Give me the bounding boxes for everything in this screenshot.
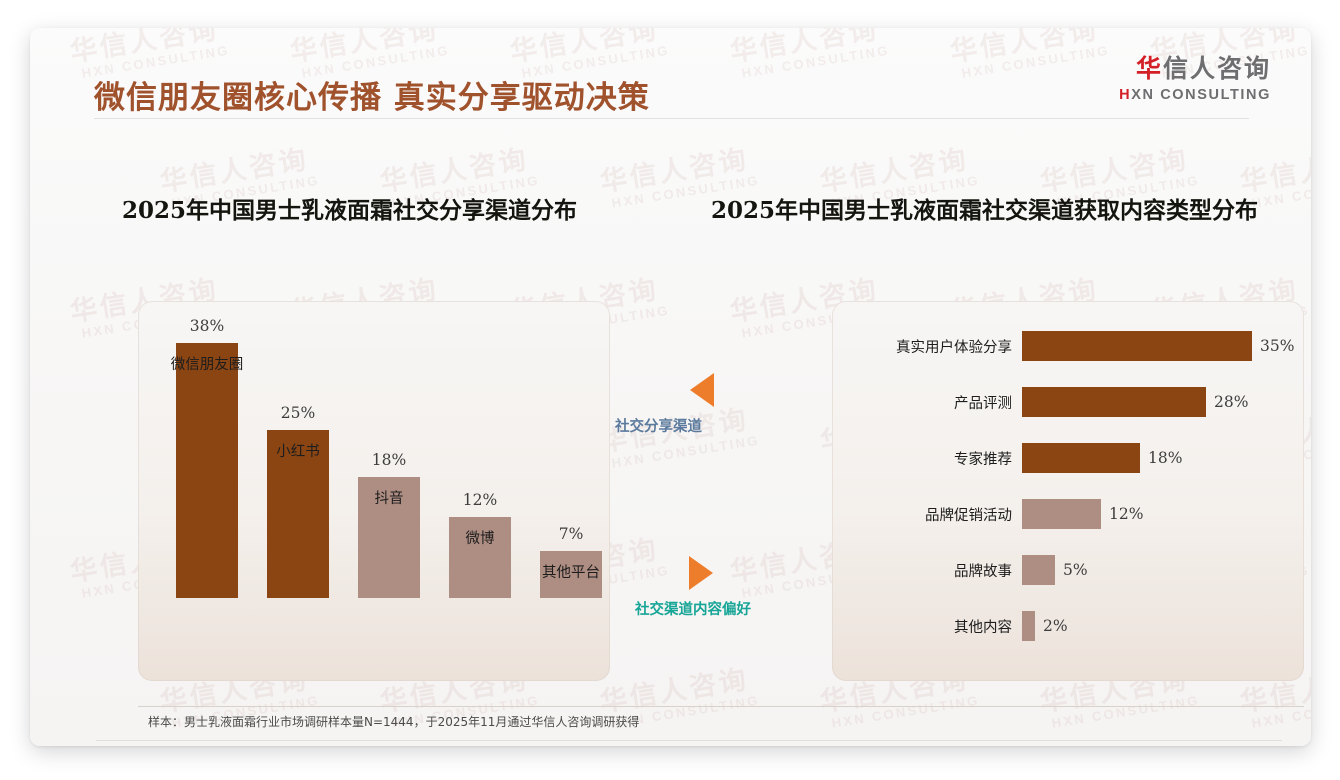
column-bar[interactable]: [540, 551, 602, 598]
bar-value-label: 35%: [1260, 337, 1295, 355]
column-value-label: 7%: [558, 525, 584, 543]
column-4[interactable]: 12% 微博: [449, 491, 511, 598]
bar-category-label: 品牌故事: [954, 563, 1012, 580]
bar-value-label: 28%: [1214, 393, 1249, 411]
content-type-chart: 真实用户体验分享 35% 产品评测 28% 专家推荐 18% 品牌促销活动 12% 品牌故事 5%…: [832, 301, 1304, 681]
bar-row-4[interactable]: 品牌促销活动 12%: [832, 499, 1304, 529]
column-3[interactable]: 18% 抖音: [358, 451, 420, 598]
column-1[interactable]: 38% 微信朋友圈: [171, 317, 243, 598]
logo-en-rest: XN CONSULTING: [1131, 87, 1271, 103]
title-divider: [94, 118, 1249, 119]
bar-category-label: 专家推荐: [954, 451, 1012, 468]
horizontal-bar[interactable]: [1022, 499, 1101, 529]
bar-row-2[interactable]: 产品评测 28%: [832, 387, 1304, 417]
column-bar[interactable]: [176, 343, 238, 598]
bar-value-label: 12%: [1109, 505, 1144, 523]
horizontal-bar[interactable]: [1022, 611, 1035, 641]
bar-category-label: 其他内容: [954, 619, 1012, 636]
brand-logo: 华信人咨询 HXN CONSULTING: [1119, 56, 1271, 103]
logo-en-accent: H: [1119, 87, 1132, 103]
bar-category-label: 真实用户体验分享: [896, 339, 1012, 356]
page-title: 微信朋友圈核心传播 真实分享驱动决策: [94, 80, 650, 116]
footer-divider: [96, 740, 1282, 741]
bar-category-label: 品牌促销活动: [925, 507, 1012, 524]
bar-value-label: 2%: [1043, 617, 1068, 635]
logo-english: HXN CONSULTING: [1119, 88, 1271, 103]
right-chart-panel: [832, 301, 1304, 681]
column-category-label: 小红书: [276, 444, 320, 460]
logo-cn-accent: 华: [1135, 54, 1163, 83]
bar-value-label: 5%: [1063, 561, 1088, 579]
annotation-content-pref-label: 社交渠道内容偏好: [635, 602, 751, 618]
slide-card: 华信人咨询 HXN CONSULTING 华信人咨询 HXN CONSULTING 华信…: [30, 28, 1311, 746]
bar-value-label: 18%: [1148, 449, 1183, 467]
horizontal-bar[interactable]: [1022, 331, 1252, 361]
left-chart-title: 2025年中国男士乳液面霜社交分享渠道分布: [122, 197, 578, 224]
column-bar[interactable]: [449, 517, 511, 598]
column-5[interactable]: 7% 其他平台: [540, 525, 602, 598]
bar-row-5[interactable]: 品牌故事 5%: [832, 555, 1304, 585]
column-value-label: 25%: [280, 404, 316, 422]
bar-row-3[interactable]: 专家推荐 18%: [832, 443, 1304, 473]
bar-row-6[interactable]: 其他内容 2%: [832, 611, 1304, 641]
column-2[interactable]: 25% 小红书: [267, 404, 329, 598]
horizontal-bar[interactable]: [1022, 387, 1206, 417]
logo-chinese: 华信人咨询: [1119, 56, 1271, 81]
column-category-label: 抖音: [374, 491, 404, 507]
triangle-right-icon: [689, 556, 713, 590]
horizontal-bar[interactable]: [1022, 443, 1140, 473]
right-chart-title: 2025年中国男士乳液面霜社交渠道获取内容类型分布: [711, 197, 1259, 224]
bar-category-label: 产品评测: [954, 395, 1012, 412]
column-bar[interactable]: [267, 430, 329, 598]
annotation-share-channel-label: 社交分享渠道: [615, 419, 702, 435]
footnote-divider: [138, 706, 1304, 707]
column-value-label: 18%: [371, 451, 407, 469]
column-category-label: 微博: [465, 531, 495, 547]
column-value-label: 38%: [189, 317, 225, 335]
sample-footnote: 样本：男士乳液面霜行业市场调研样本量N=1444，于2025年11月通过华信人咨…: [148, 715, 640, 729]
bar-row-1[interactable]: 真实用户体验分享 35%: [832, 331, 1304, 361]
column-category-label: 微信朋友圈: [170, 357, 244, 373]
column-value-label: 12%: [462, 491, 498, 509]
column-bar[interactable]: [358, 477, 420, 598]
horizontal-bar[interactable]: [1022, 555, 1055, 585]
column-category-label: 其他平台: [542, 565, 600, 581]
social-share-channel-chart: 38% 微信朋友圈 25% 小红书 18% 抖音 12% 微博 7% 其他平台: [138, 301, 610, 681]
logo-cn-rest: 信人咨询: [1162, 54, 1271, 83]
triangle-left-icon: [690, 373, 714, 407]
slide-header: 微信朋友圈核心传播 真实分享驱动决策 华信人咨询 HXN CONSULTING: [30, 28, 1311, 148]
